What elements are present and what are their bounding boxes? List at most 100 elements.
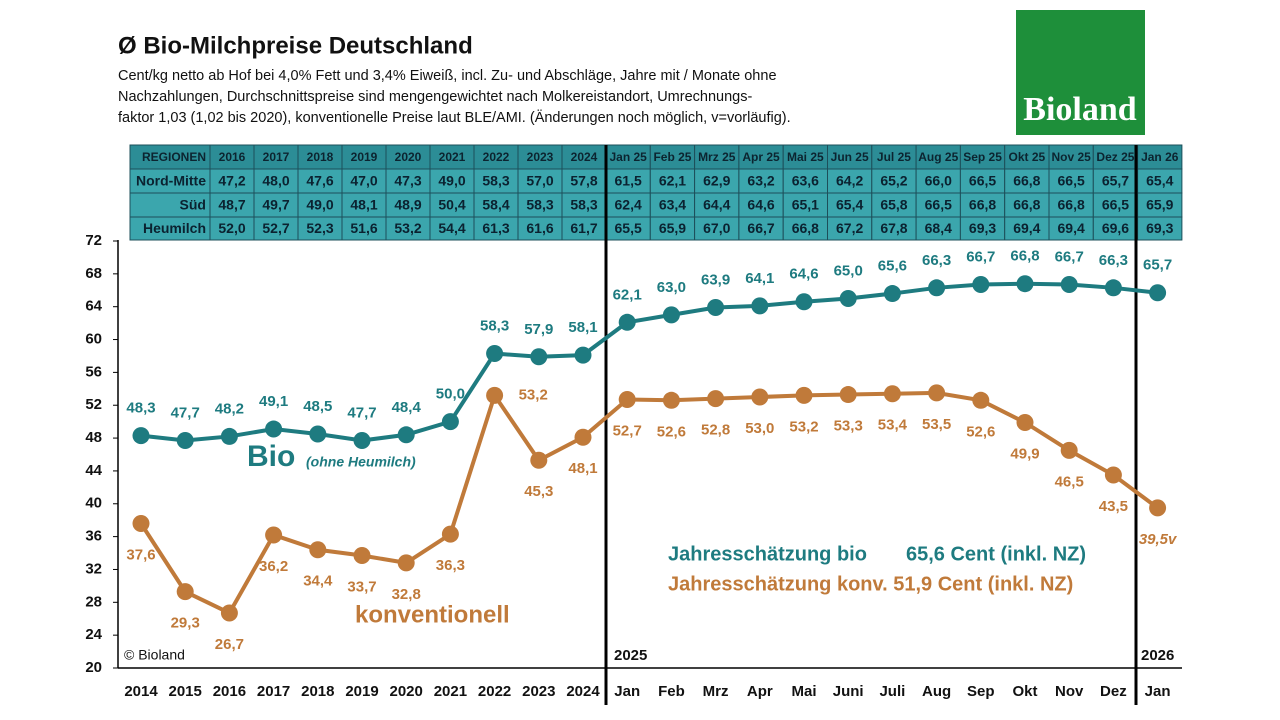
point — [1016, 275, 1034, 293]
subtitle: Nachzahlungen, Durchschnittspreise sind … — [118, 89, 752, 105]
point — [795, 293, 813, 311]
table-cell — [915, 144, 961, 170]
point — [707, 299, 725, 317]
table-header: 2018 — [307, 150, 334, 164]
data-label: 58,3 — [480, 317, 509, 334]
data-label: 65,6 — [878, 258, 907, 275]
table-cell — [517, 192, 563, 218]
data-label: 53,2 — [789, 418, 818, 435]
point — [662, 391, 680, 409]
table-value: 52,3 — [306, 220, 333, 236]
table-value: 65,5 — [615, 220, 642, 236]
x-tick-label: 2020 — [390, 683, 423, 700]
table-value: 65,4 — [836, 197, 863, 213]
x-tick-label: 2024 — [566, 683, 600, 700]
table-cell — [1137, 144, 1183, 170]
table-header: 2022 — [483, 150, 510, 164]
y-tick-label: 20 — [85, 659, 102, 676]
table-cell — [297, 192, 343, 218]
data-label: 45,3 — [524, 483, 553, 500]
table-header: Mai 25 — [787, 150, 824, 164]
table-header: Apr 25 — [742, 150, 780, 164]
point — [883, 385, 901, 403]
point — [220, 427, 238, 445]
table-value: 53,2 — [394, 220, 421, 236]
table-value: 48,9 — [394, 197, 421, 213]
table-value: 66,7 — [747, 220, 774, 236]
x-tick-label: Jan — [614, 683, 640, 700]
table-cell — [959, 192, 1006, 218]
table-header: 2024 — [571, 150, 598, 164]
data-label: 65,7 — [1143, 257, 1172, 274]
table-value: 68,4 — [925, 220, 952, 236]
table-header: 2021 — [439, 150, 466, 164]
point — [1060, 441, 1078, 459]
table-cell — [871, 192, 917, 218]
table-cell — [782, 144, 829, 170]
x-tick-label: 2015 — [169, 683, 202, 700]
table-cell — [253, 192, 299, 218]
table-cell — [871, 144, 917, 170]
table-value: 58,3 — [570, 197, 597, 213]
point — [353, 432, 371, 450]
data-label: 33,7 — [347, 578, 376, 595]
table-value: 47,6 — [306, 173, 333, 189]
data-label: 32,8 — [392, 586, 421, 603]
table-value: 69,4 — [1058, 220, 1085, 236]
table-header: Jul 25 — [877, 150, 911, 164]
point — [751, 297, 769, 315]
table-value: 65,9 — [1146, 197, 1173, 213]
point — [574, 346, 592, 364]
point — [1149, 499, 1167, 517]
point — [707, 390, 725, 408]
table-cell — [827, 192, 873, 218]
table-value: 69,6 — [1102, 220, 1129, 236]
table-cell — [694, 144, 740, 170]
table-cell — [129, 168, 211, 194]
data-label: 53,2 — [519, 386, 548, 403]
point — [883, 285, 901, 303]
table-value: Heumilch — [143, 220, 206, 236]
table-cell — [341, 192, 387, 218]
data-label: 26,7 — [215, 636, 244, 653]
period-label: 2026 — [1141, 647, 1174, 664]
table-value: 67,2 — [836, 220, 863, 236]
period-label: 2025 — [614, 647, 647, 664]
table-cell — [517, 144, 563, 170]
table-value: 54,4 — [438, 220, 465, 236]
title: Ø Bio-Milchpreise Deutschland — [118, 32, 473, 59]
data-label: 48,2 — [215, 400, 244, 417]
table-value: 65,7 — [1102, 173, 1129, 189]
x-tick-label: Jan — [1145, 683, 1171, 700]
data-label: 53,3 — [834, 418, 863, 435]
table-header: Dez 25 — [1096, 150, 1134, 164]
table-header: Feb 25 — [653, 150, 691, 164]
table-value: 49,7 — [262, 197, 289, 213]
point — [751, 388, 769, 406]
data-label: 53,4 — [878, 417, 908, 434]
table-value: Nord-Mitte — [136, 173, 206, 189]
data-label: 34,4 — [303, 573, 333, 590]
point — [1060, 276, 1078, 294]
point — [1016, 413, 1034, 431]
point — [176, 583, 194, 601]
point — [972, 276, 990, 294]
data-label: 58,1 — [568, 319, 597, 336]
y-tick-label: 72 — [85, 232, 102, 249]
table-value: 66,5 — [969, 173, 996, 189]
table-cell — [1137, 216, 1183, 241]
data-label: 39,5v — [1139, 531, 1178, 548]
table-cell — [1092, 168, 1139, 194]
table-cell — [694, 192, 740, 218]
data-label: 49,9 — [1010, 445, 1039, 462]
data-label: 46,5 — [1055, 473, 1084, 490]
table-cell — [473, 192, 519, 218]
table-value: 63,6 — [792, 173, 819, 189]
x-tick-label: 2018 — [301, 683, 334, 700]
annotation: Jahresschätzung bio — [668, 543, 867, 565]
table-cell — [827, 168, 873, 194]
table-value: 47,0 — [350, 173, 377, 189]
x-tick-label: Apr — [747, 683, 773, 700]
point — [618, 390, 636, 408]
point — [618, 313, 636, 331]
